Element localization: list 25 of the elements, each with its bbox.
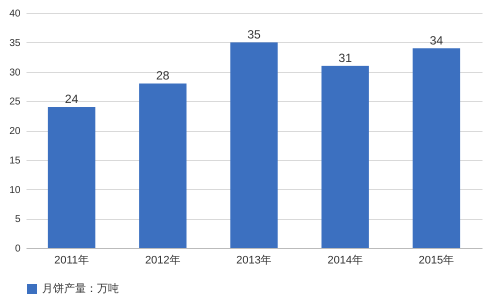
y-tick-label: 0 (14, 244, 21, 254)
x-tick-label: 2014年 (327, 254, 363, 266)
bar (412, 48, 460, 248)
y-tick-label: 30 (9, 67, 21, 78)
y-tick-label: 5 (14, 214, 21, 226)
x-tick-label: 2011年 (54, 254, 89, 266)
legend-label: 月饼产量：万吨 (42, 282, 119, 295)
x-tick-label: 2012年 (145, 254, 181, 266)
x-tick-label: 2015年 (418, 254, 454, 266)
data-label: 28 (156, 68, 170, 82)
bar (321, 66, 369, 248)
bar (139, 84, 187, 248)
data-label: 24 (64, 92, 79, 106)
y-tick-label: 25 (9, 96, 21, 108)
data-label: 31 (338, 50, 352, 65)
y-tick-label: 15 (9, 155, 21, 166)
bar (48, 107, 96, 248)
x-tick-label: 2013年 (236, 254, 272, 266)
data-label: 34 (430, 33, 444, 48)
y-tick-label: 10 (9, 184, 21, 196)
bar (230, 42, 278, 248)
y-tick-label: 40 (9, 8, 21, 20)
data-label: 35 (247, 27, 261, 42)
y-tick-label: 35 (9, 38, 21, 49)
y-tick-label: 20 (9, 126, 21, 137)
